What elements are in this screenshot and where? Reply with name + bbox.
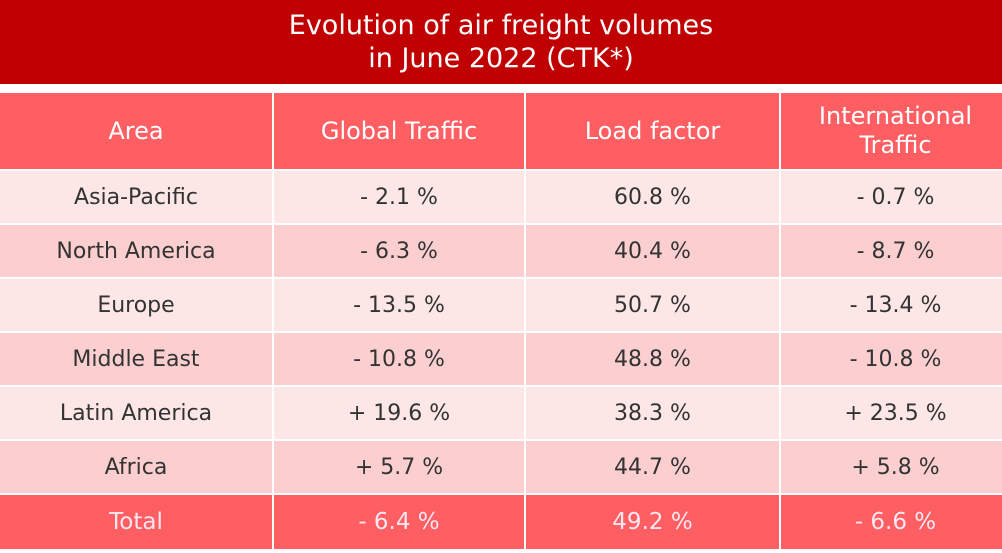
cell-international-traffic: - 13.4 % bbox=[781, 279, 1002, 331]
cell-international-traffic: - 0.7 % bbox=[781, 171, 1002, 223]
cell-load-factor: 50.7 % bbox=[526, 279, 779, 331]
table-row: Europe - 13.5 % 50.7 % - 13.4 % bbox=[0, 279, 1002, 331]
cell-global-traffic: - 6.4 % bbox=[274, 495, 524, 549]
cell-international-traffic: + 5.8 % bbox=[781, 441, 1002, 493]
cell-area: Total bbox=[0, 495, 272, 549]
table-row: Latin America + 19.6 % 38.3 % + 23.5 % bbox=[0, 387, 1002, 439]
cell-area: Asia-Pacific bbox=[0, 171, 272, 223]
cell-load-factor: 60.8 % bbox=[526, 171, 779, 223]
cell-load-factor: 40.4 % bbox=[526, 225, 779, 277]
cell-load-factor: 38.3 % bbox=[526, 387, 779, 439]
cell-global-traffic: - 6.3 % bbox=[274, 225, 524, 277]
table-row: Asia-Pacific - 2.1 % 60.8 % - 0.7 % bbox=[0, 171, 1002, 223]
total-row: Total - 6.4 % 49.2 % - 6.6 % bbox=[0, 495, 1002, 549]
cell-area: Europe bbox=[0, 279, 272, 331]
cell-global-traffic: - 13.5 % bbox=[274, 279, 524, 331]
cell-area: Middle East bbox=[0, 333, 272, 385]
title-line-2: in June 2022 (CTK*) bbox=[368, 43, 634, 74]
cell-area: Africa bbox=[0, 441, 272, 493]
cell-international-traffic: + 23.5 % bbox=[781, 387, 1002, 439]
header-global-traffic: Global Traffic bbox=[274, 93, 524, 169]
cell-global-traffic: + 5.7 % bbox=[274, 441, 524, 493]
cell-international-traffic: - 10.8 % bbox=[781, 333, 1002, 385]
cell-global-traffic: - 2.1 % bbox=[274, 171, 524, 223]
cell-load-factor: 49.2 % bbox=[526, 495, 779, 549]
table-row: Africa + 5.7 % 44.7 % + 5.8 % bbox=[0, 441, 1002, 493]
cell-load-factor: 44.7 % bbox=[526, 441, 779, 493]
header-row: Area Global Traffic Load factor Internat… bbox=[0, 93, 1002, 169]
cell-international-traffic: - 6.6 % bbox=[781, 495, 1002, 549]
cell-load-factor: 48.8 % bbox=[526, 333, 779, 385]
title-line-1: Evolution of air freight volumes bbox=[288, 10, 714, 41]
cell-area: North America bbox=[0, 225, 272, 277]
header-international-traffic: International Traffic bbox=[781, 93, 1002, 169]
cell-global-traffic: + 19.6 % bbox=[274, 387, 524, 439]
cell-international-traffic: - 8.7 % bbox=[781, 225, 1002, 277]
header-area: Area bbox=[0, 93, 272, 169]
cell-global-traffic: - 10.8 % bbox=[274, 333, 524, 385]
table-row: Middle East - 10.8 % 48.8 % - 10.8 % bbox=[0, 333, 1002, 385]
header-load-factor: Load factor bbox=[526, 93, 779, 169]
freight-table: Area Global Traffic Load factor Internat… bbox=[0, 91, 1002, 551]
table-row: North America - 6.3 % 40.4 % - 8.7 % bbox=[0, 225, 1002, 277]
cell-area: Latin America bbox=[0, 387, 272, 439]
table-title: Evolution of air freight volumes in June… bbox=[0, 0, 1002, 84]
